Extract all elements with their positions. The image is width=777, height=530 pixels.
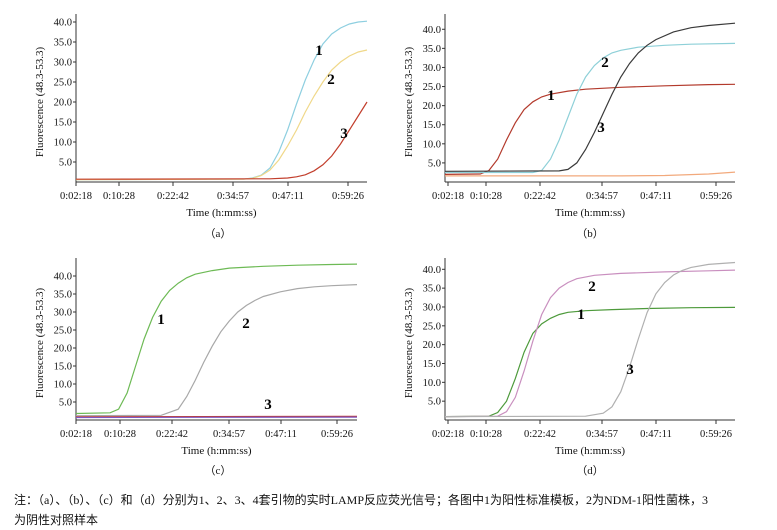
series-line-2 <box>445 42 736 174</box>
series-line-1 <box>75 263 358 415</box>
y-tick-label: 15.0 <box>423 120 441 131</box>
curve-label-2: 2 <box>588 279 596 295</box>
y-tick-label: 30.0 <box>423 302 441 313</box>
x-tick-label: 0:47:11 <box>640 429 672 440</box>
chart-panel-0: 5.0 10.0 15.0 20.0 25.0 30.0 35.0 40.0 0:02:18 0:… <box>34 14 368 240</box>
x-tick-label: 0:59:26 <box>332 191 364 202</box>
y-tick-label: 30.0 <box>54 58 72 69</box>
y-tick-label: 20.0 <box>423 101 441 112</box>
y-tick-label: 35.0 <box>423 284 441 295</box>
curve-label-1: 1 <box>157 312 165 328</box>
x-axis-label: Time (h:mm:ss) <box>181 445 252 457</box>
chart-panel-3: 5.0 10.0 15.0 20.0 25.0 30.0 35.0 40.0 0:02:18 0:… <box>403 258 736 477</box>
y-tick-label: 15.0 <box>423 359 441 370</box>
y-tick-label: 30.0 <box>423 63 441 74</box>
curve-label-2: 2 <box>327 72 335 88</box>
series-line-3 <box>444 22 736 172</box>
x-tick-label: 0:02:18 <box>432 191 464 202</box>
x-tick-label: 0:47:11 <box>272 191 304 202</box>
x-tick-label: 0:10:28 <box>470 191 502 202</box>
panel-caption: （c） <box>205 464 232 477</box>
x-tick-label: 0:34:57 <box>586 191 618 202</box>
y-tick-label: 5.0 <box>428 397 441 408</box>
curve-label-3: 3 <box>340 126 348 142</box>
x-tick-label: 0:02:18 <box>432 429 464 440</box>
figure-note-line-2: 为阴性对照样本 <box>14 513 99 527</box>
y-tick-label: 40.0 <box>423 25 441 36</box>
y-tick-label: 5.0 <box>59 158 72 169</box>
y-tick-label: 35.0 <box>423 44 441 55</box>
series-line-2 <box>75 49 368 181</box>
y-tick-label: 25.0 <box>423 321 441 332</box>
curve-label-3: 3 <box>597 120 605 136</box>
curve-label-2: 2 <box>242 316 250 332</box>
x-axis-label: Time (h:mm:ss) <box>555 445 626 457</box>
panel-caption: （d） <box>576 464 604 477</box>
y-axis-label: Fluorescence (48.3-53.3) <box>403 47 415 158</box>
y-tick-label: 15.0 <box>54 362 72 373</box>
y-tick-label: 10.0 <box>423 378 441 389</box>
x-tick-label: 0:10:28 <box>104 429 136 440</box>
x-tick-label: 0:22:42 <box>524 429 556 440</box>
y-tick-label: 40.0 <box>423 265 441 276</box>
y-tick-label: 10.0 <box>54 380 72 391</box>
y-tick-label: 5.0 <box>428 158 441 169</box>
y-tick-label: 25.0 <box>54 326 72 337</box>
chart-panel-2: 5.0 10.0 15.0 20.0 25.0 30.0 35.0 40.0 0:02:18 0:… <box>34 258 358 477</box>
x-tick-label: 0:34:57 <box>213 429 245 440</box>
y-tick-label: 40.0 <box>54 272 72 283</box>
series-line-2 <box>75 284 358 417</box>
x-tick-label: 0:10:28 <box>103 191 135 202</box>
curve-label-1: 1 <box>547 88 555 104</box>
y-tick-label: 25.0 <box>54 78 72 89</box>
series-line-4 <box>445 171 736 177</box>
curve-label-1: 1 <box>577 307 585 323</box>
x-tick-label: 0:59:26 <box>700 191 732 202</box>
curve-label-3: 3 <box>264 397 272 413</box>
x-axis-label: Time (h:mm:ss) <box>555 207 626 219</box>
x-tick-label: 0:59:26 <box>321 429 353 440</box>
curve-label-2: 2 <box>601 55 609 71</box>
y-axis-label: Fluorescence (48.3-53.3) <box>34 47 46 158</box>
x-tick-label: 0:02:18 <box>60 191 92 202</box>
y-tick-label: 20.0 <box>54 98 72 109</box>
y-axis-label: Fluorescence (48.3-53.3) <box>403 288 415 399</box>
y-tick-label: 40.0 <box>54 18 72 29</box>
x-tick-label: 0:22:42 <box>157 191 189 202</box>
series-line-1 <box>444 306 736 418</box>
y-tick-label: 30.0 <box>54 308 72 319</box>
series-line-3 <box>444 261 736 418</box>
y-tick-label: 20.0 <box>423 340 441 351</box>
y-tick-label: 10.0 <box>423 139 441 150</box>
x-tick-label: 0:10:28 <box>470 429 502 440</box>
x-tick-label: 0:02:18 <box>60 429 92 440</box>
series-line-1 <box>444 83 736 175</box>
y-tick-label: 10.0 <box>54 138 72 149</box>
series-line-3 <box>75 101 368 180</box>
y-tick-label: 15.0 <box>54 118 72 129</box>
x-tick-label: 0:22:42 <box>156 429 188 440</box>
y-tick-label: 5.0 <box>59 398 72 409</box>
x-tick-label: 0:34:57 <box>217 191 249 202</box>
y-tick-label: 20.0 <box>54 344 72 355</box>
series-line-1 <box>75 20 368 181</box>
x-tick-label: 0:22:42 <box>524 191 556 202</box>
x-tick-label: 0:47:11 <box>265 429 297 440</box>
figure-note-line-1: 注：（a）、（b）、（c）和（d）分别为1、2、3、4套引物的实时LAMP反应荧… <box>14 493 708 507</box>
x-axis-label: Time (h:mm:ss) <box>186 207 257 219</box>
chart-panel-1: 5.0 10.0 15.0 20.0 25.0 30.0 35.0 40.0 0:02:18 0:… <box>403 14 736 240</box>
panel-caption: （a） <box>205 227 232 240</box>
y-tick-label: 35.0 <box>54 290 72 301</box>
curve-label-3: 3 <box>626 362 634 378</box>
y-tick-label: 35.0 <box>54 38 72 49</box>
y-tick-label: 25.0 <box>423 82 441 93</box>
x-tick-label: 0:59:26 <box>700 429 732 440</box>
curve-label-1: 1 <box>315 43 323 59</box>
series-line-2 <box>444 269 736 418</box>
panel-caption: （b） <box>576 227 604 240</box>
y-axis-label: Fluorescence (48.3-53.3) <box>34 288 46 399</box>
x-tick-label: 0:47:11 <box>640 191 672 202</box>
x-tick-label: 0:34:57 <box>586 429 618 440</box>
